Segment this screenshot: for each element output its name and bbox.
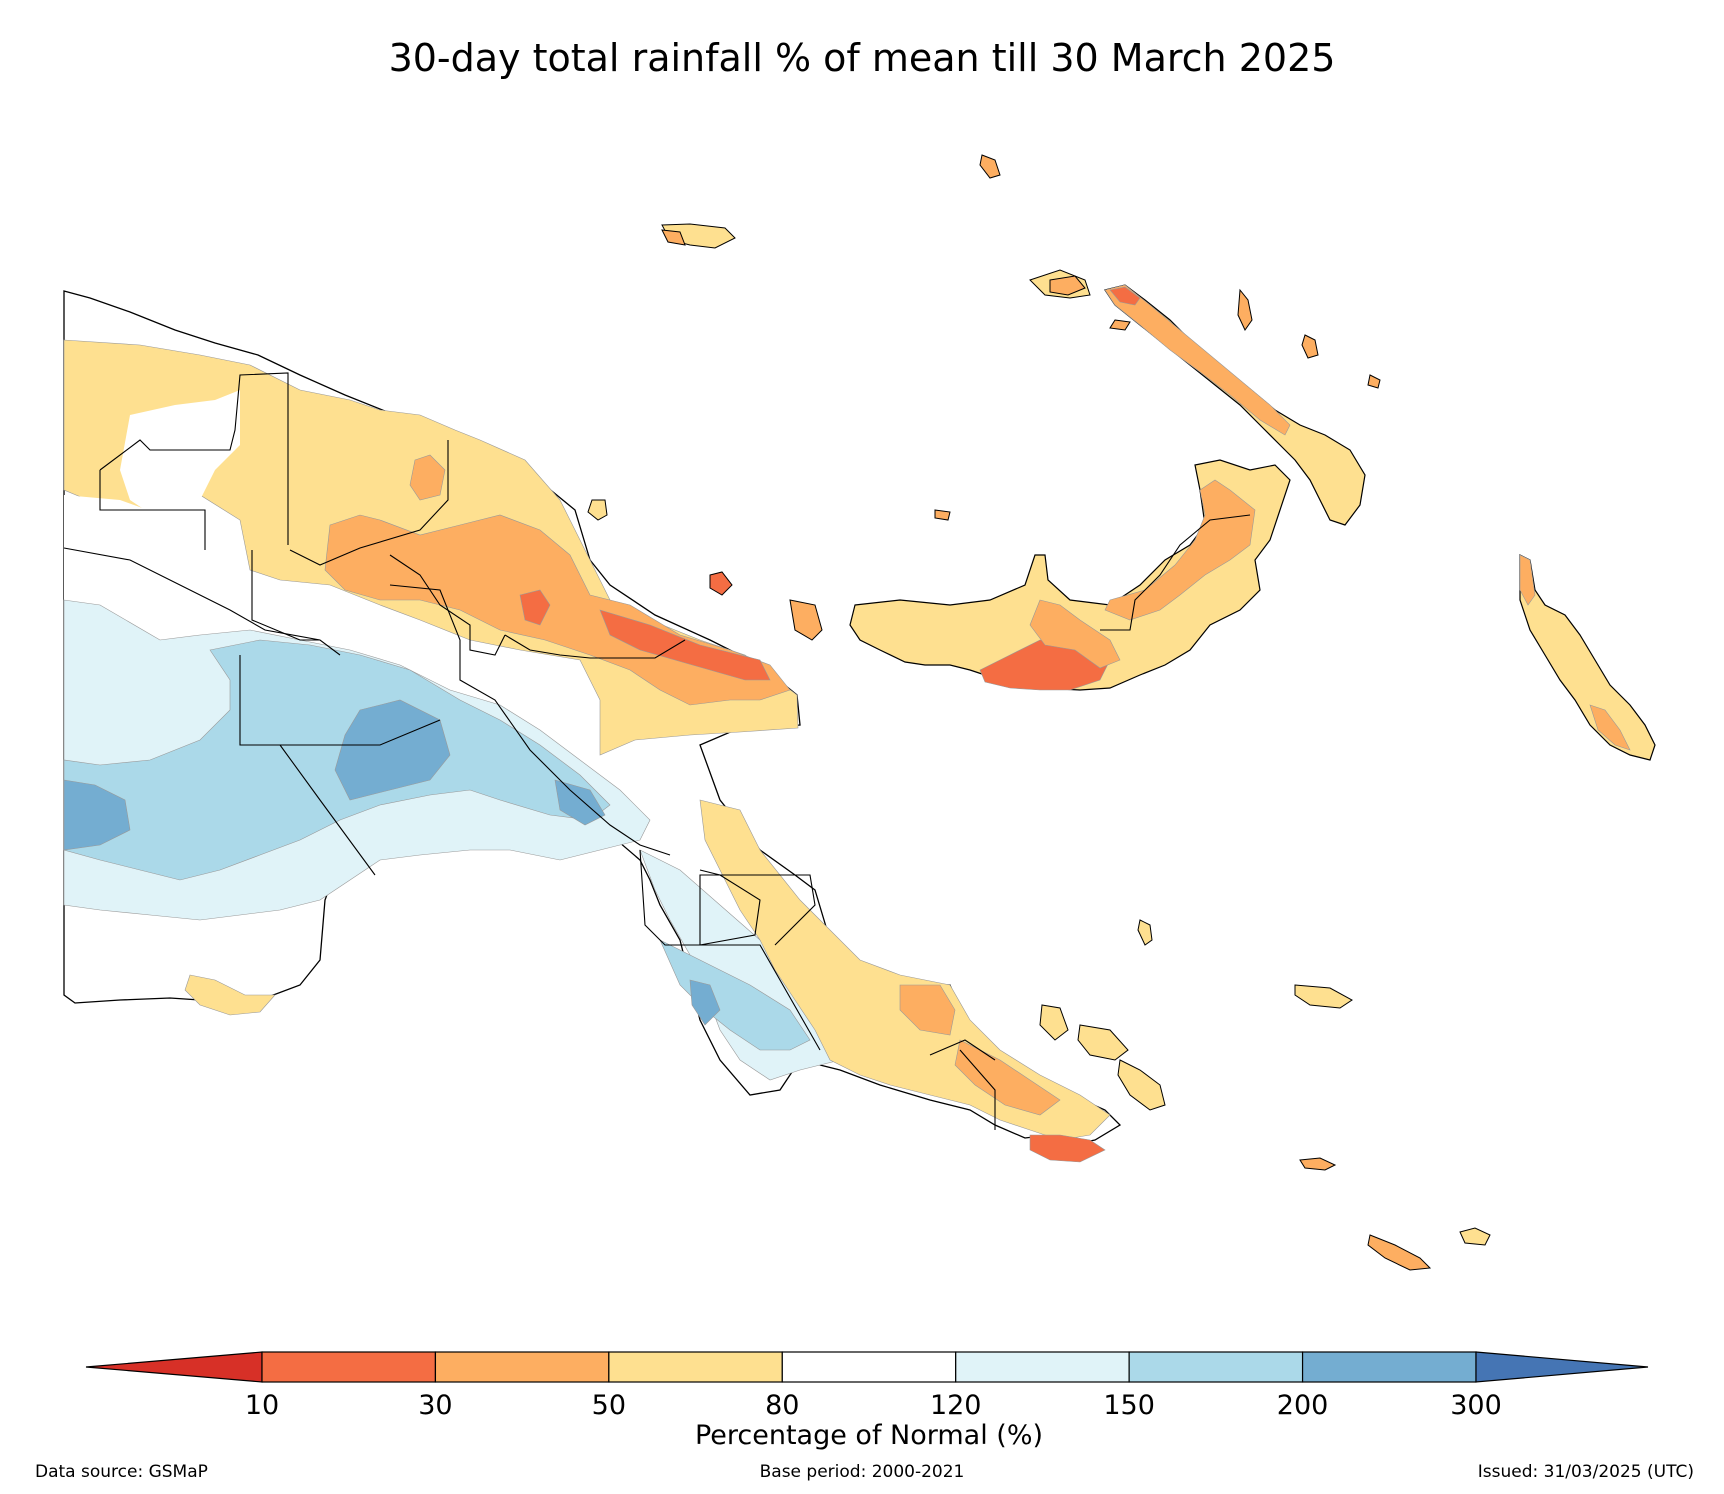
base-period-note: Base period: 2000-2021 [759, 1462, 965, 1482]
border-9 [504, 634, 686, 659]
woodlark-island [1294, 984, 1353, 1009]
border-14 [959, 1049, 996, 1130]
zone-200-300-sw-2 [63, 779, 131, 851]
manus-island-orange [1049, 275, 1086, 296]
zone-200-300-sw-1 [334, 699, 451, 801]
border-13 [700, 874, 816, 946]
admiralty-islet [1109, 319, 1131, 331]
witu-island [934, 509, 951, 521]
border-8 [389, 554, 506, 656]
feni-island [1367, 374, 1381, 389]
wuvulu-islands-orange [661, 229, 686, 246]
new-britain-30-50 [1104, 479, 1256, 621]
misima-island [1299, 1157, 1337, 1171]
tagula-island [1367, 1234, 1432, 1271]
zone-50-80-south-coast [184, 974, 276, 1016]
bougainville-land [1519, 554, 1656, 761]
border-10 [389, 584, 671, 856]
colorbar-segment [955, 1351, 1130, 1383]
border-11 [639, 849, 761, 946]
bougainville [1519, 554, 1656, 761]
new-ireland-30-50 [1104, 284, 1291, 436]
zone-30-50-peninsula-2 [954, 1039, 1061, 1116]
mussau-island [979, 154, 1001, 179]
zone-200-300-sw-3 [554, 779, 606, 826]
colorbar-segment [1301, 1351, 1477, 1383]
zone-150-200-sw [63, 639, 611, 881]
fergusson-island [1077, 1024, 1129, 1061]
border-7 [289, 440, 449, 566]
colorbar-segment [781, 1351, 957, 1383]
border-6 [279, 744, 376, 876]
zone-30-50-peninsula [899, 984, 956, 1036]
colorbar-tick-label: 30 [418, 1390, 452, 1421]
bougainville-30-50-south [1589, 704, 1631, 751]
border-3 [99, 372, 289, 545]
zone-200-300-south [689, 979, 721, 1026]
lihir-island [1237, 288, 1253, 331]
border-2 [99, 470, 206, 550]
colorbar-tick-label: 80 [765, 1390, 799, 1421]
colorbar-tick-label: 50 [592, 1390, 626, 1421]
normanby-island [1117, 1059, 1166, 1111]
new-britain-land [849, 459, 1291, 691]
colorbar-extend-high [1475, 1351, 1649, 1383]
long-island [709, 571, 733, 596]
rossel-island [1459, 1227, 1491, 1246]
colorbar-tick-label: 120 [930, 1390, 982, 1421]
zone-10-30-peninsula [1029, 1134, 1106, 1163]
mainland [63, 290, 1122, 1163]
new-britain [849, 459, 1291, 691]
colorbar-tick-label: 10 [245, 1390, 279, 1421]
zone-10-30-east [599, 609, 771, 681]
umboi-island [789, 599, 823, 641]
tabar-island [1301, 334, 1319, 359]
bougainville-30-50-north [1519, 554, 1536, 606]
zone-80-120-nw-2 [64, 495, 230, 635]
colorbar-extend-low [85, 1351, 263, 1383]
border-5 [239, 655, 441, 746]
colorbar-segment [261, 1351, 437, 1383]
colorbar-tick-label: 150 [1103, 1390, 1155, 1421]
zone-30-50-west [409, 454, 446, 501]
issued-date-note: Issued: 31/03/2025 (UTC) [1477, 1462, 1694, 1482]
zone-10-30-central [519, 589, 551, 626]
goodenough-island [1039, 1004, 1069, 1041]
new-britain-30-50-south [1029, 599, 1121, 669]
new-britain-10-30 [979, 639, 1111, 691]
zone-80-120-nw-1 [120, 390, 240, 520]
data-source-note: Data source: GSMaP [35, 1462, 208, 1482]
karkar-island [587, 499, 608, 521]
trobriand-island [1137, 919, 1153, 946]
colorbar-segment [434, 1351, 610, 1383]
new-ireland [1104, 284, 1366, 526]
map-title: 30-day total rainfall % of mean till 30 … [388, 36, 1336, 80]
colorbar-tick-label: 300 [1450, 1390, 1502, 1421]
colorbar-segment [608, 1351, 783, 1383]
new-ireland-10-30 [1109, 286, 1141, 306]
colorbar-segment [1128, 1351, 1304, 1383]
new-britain-border [1100, 514, 1251, 631]
border-4 [251, 550, 320, 641]
islands [587, 154, 1491, 1271]
colorbar-tick-label: 200 [1277, 1390, 1329, 1421]
colorbar-label: Percentage of Normal (%) [695, 1420, 1043, 1451]
border-15 [929, 1039, 996, 1061]
